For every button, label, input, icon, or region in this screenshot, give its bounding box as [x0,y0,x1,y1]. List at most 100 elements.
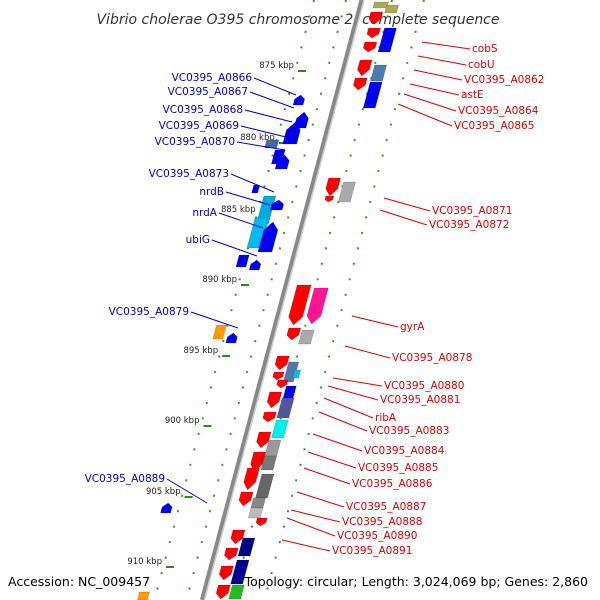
leader-line [225,191,271,206]
gene-feature [384,4,399,14]
gene-feature [247,507,264,519]
gene-feature [218,565,234,581]
gene-feature [257,221,279,253]
gene-feature [262,411,277,423]
leader-line [303,467,351,485]
gene-feature [266,391,283,409]
gene-feature [337,181,356,203]
gene-label: VC0395_A0878 [392,352,472,364]
leader-line [236,141,286,151]
gene-feature [256,431,272,449]
gene-label: VC0395_A0868 [163,104,243,116]
kbp-label: 885 kbp [221,205,256,215]
leader-line [351,315,399,328]
backbone-highlight [203,0,365,600]
gene-feature [370,64,388,82]
gene-feature [215,584,231,600]
leader-line [409,83,460,96]
gene-label: VC0395_A0870 [155,136,235,148]
gene-label: VC0395_A0872 [429,219,509,231]
gene-feature [238,491,254,507]
leader-line [344,345,391,359]
gene-feature [274,154,290,170]
gene-feature [269,199,285,211]
gene-label: VC0395_A0886 [352,478,433,490]
gene-feature [293,111,309,129]
leader-line [286,517,336,537]
leader-line [166,478,208,504]
gene-feature [282,385,297,399]
leader-line [290,509,341,523]
gene-label: VC0395_A0869 [159,120,239,132]
gene-feature [137,591,150,600]
leader-line [403,93,457,112]
gene-feature [292,369,301,379]
leader-line [327,385,379,401]
summary-text: Topology: circular; Length: 3,024,069 bp… [244,574,588,589]
gene-feature [224,547,239,561]
gene-feature [282,121,301,145]
leader-line [211,239,258,257]
leader-line [240,125,291,139]
leader-line [318,411,368,432]
leader-line [244,109,293,123]
gene-label: VC0395_A0865 [454,120,534,132]
leader-line [249,91,295,109]
gene-feature [362,81,383,109]
gene-feature [212,324,227,340]
leader-line [332,377,383,387]
gene-label: VC0395_A0867 [168,86,248,98]
leader-line [230,173,275,193]
gene-feature [237,537,256,557]
gene-feature [160,502,173,514]
gene-feature [324,195,335,203]
kbp-label: 880 kbp [240,133,275,143]
gene-feature [276,397,295,419]
gene-label: gyrA [400,321,425,333]
gene-label: VC0395_A0887 [346,501,426,513]
gene-label: astE [461,89,484,101]
kbp-label: 875 kbp [259,61,294,71]
gene-label: VC0395_A0888 [342,516,422,528]
reverse-strand-labels: VC0395_A0866 VC0395_A0867 VC0395_A0868 VC03… [85,72,297,504]
chromosome-backbone [199,0,365,600]
leader-line [312,433,363,452]
gene-feature [250,497,266,509]
gene-label: VC0395_A0864 [458,105,539,117]
gene-feature [288,284,312,326]
kbp-label: 910 kbp [127,557,162,567]
gene-feature [255,473,275,499]
gene-feature [292,94,305,106]
gene-feature [368,11,384,25]
gene-label: cobS [472,43,498,55]
gene-feature [260,455,278,471]
gene-feature [255,517,268,527]
kbp-label: 895 kbp [183,346,218,356]
gene-feature [235,254,250,268]
gene-feature [353,77,368,91]
gene-label: VC0395_A0889 [85,473,165,485]
leader-line [397,103,453,127]
gene-label: nrdA [192,207,217,219]
gene-label: ribA [375,412,397,424]
gene-feature [228,584,245,600]
leader-line [296,491,345,508]
gene-feature [366,27,381,39]
gene-label: VC0395_A0891 [332,545,412,557]
gene-label: VC0395_A0871 [432,205,512,217]
gene-label: VC0395_A0866 [172,72,253,84]
leader-line [379,209,428,226]
leader-line [253,77,297,96]
leader-line [417,55,467,66]
kbp-label: 905 kbp [146,487,181,497]
leader-line [281,539,331,552]
gene-feature [325,177,341,197]
gene-label: nrdB [199,186,224,198]
gene-feature [271,419,289,439]
gene-label: VC0395_A0881 [380,394,460,406]
gene-feature [264,139,280,149]
kbp-label: 900 kbp [165,416,200,426]
leader-line [383,197,431,212]
leader-line [413,69,463,81]
